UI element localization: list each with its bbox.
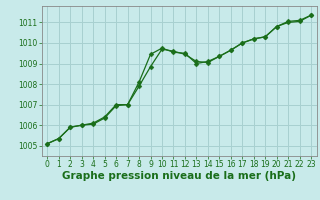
X-axis label: Graphe pression niveau de la mer (hPa): Graphe pression niveau de la mer (hPa) (62, 171, 296, 181)
